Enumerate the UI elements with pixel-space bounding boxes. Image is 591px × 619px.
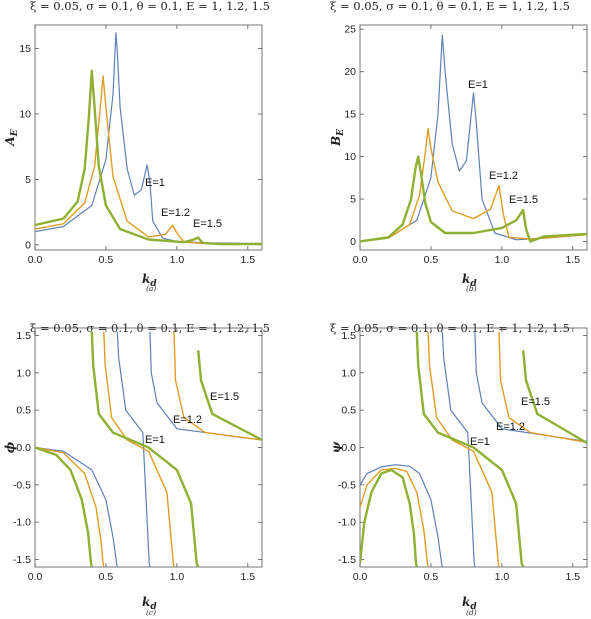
- x-tick-label: 0.0: [353, 254, 368, 266]
- x-tick-label: 0.5: [424, 254, 439, 266]
- y-tick-label: 25: [344, 24, 356, 36]
- series-line-E=1.5: [35, 69, 262, 246]
- curve-annotation: E=1: [470, 436, 490, 448]
- x-tick-label: 1.0: [170, 254, 185, 266]
- series-line-E=1.2: [35, 75, 262, 245]
- y-tick-label: 1.0: [341, 367, 356, 379]
- series-line-E=1: [35, 331, 262, 567]
- y-tick-label: 1.5: [16, 330, 31, 342]
- curve-annotation: E=1: [145, 434, 165, 446]
- y-tick-label: 0.5: [16, 405, 31, 417]
- series-line-E=1.5: [360, 331, 587, 567]
- chart-title: ξ = 0.05, σ = 0.1, θ = 0.1, E = 1, 1.2, …: [30, 0, 270, 13]
- curve-annotation: E=1: [468, 79, 488, 91]
- curve-annotation: E=1.2: [161, 207, 190, 219]
- series-line-E=1: [35, 32, 262, 245]
- series-line-E=1.5: [360, 155, 587, 243]
- x-tick-label: 0.5: [99, 571, 114, 583]
- y-tick-label: 10: [19, 108, 31, 120]
- y-tick-label: 15: [19, 43, 31, 55]
- x-tick-label: 1.0: [495, 254, 510, 266]
- subfigure-label: (c): [146, 608, 156, 617]
- curve-annotation: E=1.5: [509, 194, 538, 206]
- series-line-E=1.2: [35, 331, 262, 567]
- x-tick-label: 1.5: [241, 571, 256, 583]
- x-tick-label: 0.0: [28, 571, 43, 583]
- y-tick-label: 0: [350, 236, 356, 248]
- subfigure-label: (b): [466, 284, 477, 293]
- x-tick-label: 0.0: [353, 571, 368, 583]
- subfigure-label: (a): [146, 284, 156, 293]
- y-axis-label: BE: [329, 129, 346, 147]
- y-tick-label: -1.5: [13, 554, 31, 566]
- x-tick-label: 1.5: [241, 254, 256, 266]
- x-tick-label: 1.0: [170, 571, 185, 583]
- y-tick-label: -1.0: [338, 517, 356, 529]
- x-tick-label: 1.0: [495, 571, 510, 583]
- curve-annotation: E=1.2: [173, 414, 202, 426]
- series-line-E=1.5: [35, 331, 262, 567]
- chart-title: ξ = 0.05, σ = 0.1, θ = 0.1, E = 1, 1.2, …: [330, 0, 570, 13]
- curve-annotation: E=1: [145, 177, 165, 189]
- y-tick-label: -0.5: [338, 479, 356, 491]
- plot-frame: [34, 24, 263, 251]
- y-tick-label: 0.0: [341, 442, 356, 454]
- y-tick-label: 1.5: [341, 330, 356, 342]
- panel-c: ξ = 0.05, σ = 0.1, θ = 0.1, E = 1, 1.2, …: [3, 321, 270, 617]
- y-tick-label: 20: [344, 66, 356, 78]
- plot-frame: [359, 24, 588, 251]
- series-line-E=1: [360, 34, 587, 243]
- y-tick-label: 5: [350, 194, 356, 206]
- curve-annotation: E=1.5: [521, 396, 550, 408]
- y-tick-label: 10: [344, 151, 356, 163]
- series-line-E=1.2: [360, 331, 587, 567]
- x-tick-label: 1.5: [566, 571, 581, 583]
- x-tick-label: 0.0: [28, 254, 43, 266]
- y-axis-label: ψ: [329, 441, 343, 453]
- x-tick-label: 1.5: [566, 254, 581, 266]
- panel-d: ξ = 0.05, σ = 0.1, θ = 0.1, E = 1, 1.2, …: [329, 321, 588, 617]
- curve-annotation: E=1.2: [489, 170, 518, 182]
- y-tick-label: -1.5: [338, 554, 356, 566]
- y-tick-label: 5: [25, 174, 31, 186]
- curve-annotation: E=1.5: [193, 218, 222, 230]
- y-tick-label: 0.0: [16, 442, 31, 454]
- y-tick-label: -0.5: [13, 479, 31, 491]
- panel-a: ξ = 0.05, σ = 0.1, θ = 0.1, E = 1, 1.2, …: [3, 0, 270, 293]
- panel-b: ξ = 0.05, σ = 0.1, θ = 0.1, E = 1, 1.2, …: [329, 0, 588, 293]
- x-tick-label: 0.5: [424, 571, 439, 583]
- y-tick-label: 15: [344, 109, 356, 121]
- y-tick-label: 0: [25, 239, 31, 251]
- y-tick-label: 0.5: [341, 405, 356, 417]
- subfigure-label: (d): [466, 608, 477, 617]
- y-tick-label: -1.0: [13, 517, 31, 529]
- y-tick-label: 1.0: [16, 367, 31, 379]
- series-line-E=1.2: [360, 127, 587, 243]
- series-line-E=1: [360, 331, 587, 567]
- curve-annotation: E=1.5: [210, 391, 239, 403]
- x-tick-label: 0.5: [99, 254, 114, 266]
- curve-annotation: E=1.2: [496, 421, 525, 433]
- y-axis-label: ϕ: [3, 441, 17, 453]
- y-axis-label: AE: [3, 129, 20, 146]
